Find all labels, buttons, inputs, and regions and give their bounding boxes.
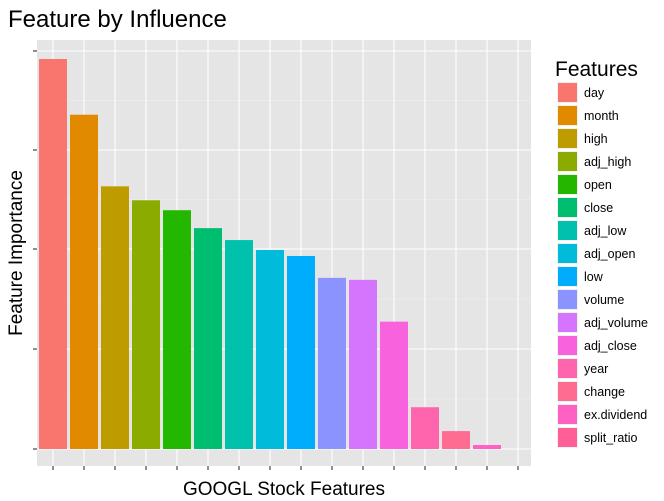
bar-low (287, 255, 315, 449)
legend-label-close: close (584, 201, 613, 215)
axis-ticks (33, 50, 519, 470)
legend-label-adj_open: adj_open (584, 247, 635, 261)
bar-ex.dividend (473, 445, 501, 449)
legend-label-adj_high: adj_high (584, 155, 631, 169)
bar-open (163, 210, 191, 449)
legend-key-adj_volume (558, 313, 577, 332)
bar-adj_high (132, 200, 160, 449)
legend-label-day: day (584, 86, 605, 100)
legend-label-adj_volume: adj_volume (584, 316, 648, 330)
x-axis-title: GOOGL Stock Features (183, 479, 385, 500)
bar-adj_close (380, 321, 408, 449)
legend-key-adj_open (558, 244, 577, 263)
legend-key-close (558, 198, 577, 217)
legend-label-year: year (584, 362, 608, 376)
bar-year (411, 407, 439, 449)
legend-key-ex.dividend (558, 405, 577, 424)
bars (39, 59, 501, 450)
legend-key-high (558, 129, 577, 148)
legend-label-open: open (584, 178, 612, 192)
legend-key-adj_low (558, 221, 577, 240)
legend-label-high: high (584, 132, 608, 146)
bar-volume (318, 277, 346, 449)
legend-label-adj_close: adj_close (584, 339, 637, 353)
bar-change (442, 431, 470, 449)
bar-adj_volume (349, 279, 377, 449)
legend-key-low (558, 267, 577, 286)
legend-key-open (558, 175, 577, 194)
legend-label-split_ratio: split_ratio (584, 431, 638, 445)
legend-key-volume (558, 290, 577, 309)
legend-label-month: month (584, 109, 619, 123)
bar-month (70, 114, 98, 449)
legend-key-year (558, 359, 577, 378)
legend-label-change: change (584, 385, 625, 399)
legend-key-split_ratio (558, 428, 577, 447)
chart-title: Feature by Influence (8, 6, 227, 33)
y-axis-title: Feature Importance (6, 170, 27, 336)
legend-key-adj_high (558, 152, 577, 171)
bar-high (101, 186, 129, 450)
legend-label-ex.dividend: ex.dividend (584, 408, 647, 422)
bar-day (39, 59, 67, 449)
legend-title: Features (555, 58, 638, 81)
bar-adj_open (256, 250, 284, 449)
legend-key-day (558, 83, 577, 102)
bar-adj_low (225, 240, 253, 449)
legend-label-low: low (584, 270, 604, 284)
legend-key-month (558, 106, 577, 125)
legend-label-adj_low: adj_low (584, 224, 627, 238)
legend-label-volume: volume (584, 293, 624, 307)
legend-key-adj_close (558, 336, 577, 355)
legend-key-change (558, 382, 577, 401)
bar-close (194, 228, 222, 449)
